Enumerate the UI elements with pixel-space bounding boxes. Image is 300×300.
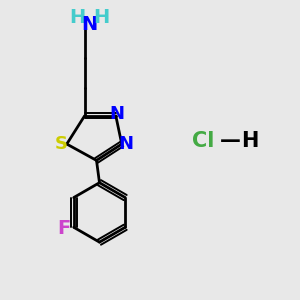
Text: N: N: [119, 135, 134, 153]
Text: H: H: [241, 131, 258, 151]
Text: S: S: [54, 135, 67, 153]
Text: H: H: [69, 8, 85, 27]
Text: N: N: [81, 15, 97, 34]
Text: N: N: [110, 105, 125, 123]
Text: H: H: [93, 8, 109, 27]
Text: —: —: [220, 131, 241, 151]
Text: Cl: Cl: [192, 131, 215, 151]
Text: F: F: [58, 219, 71, 238]
